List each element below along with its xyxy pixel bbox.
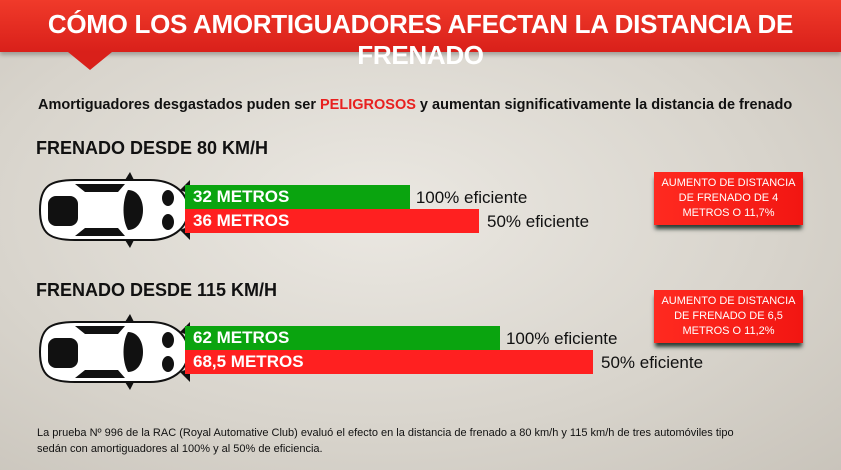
bar-label: 68,5 METROS (193, 352, 304, 371)
efficiency-label: 50% eficiente (487, 212, 590, 231)
increase-callout: AUMENTO DE DISTANCIA DE FRENADO DE 4 MET… (654, 172, 803, 225)
car-icon (30, 168, 190, 252)
increase-callout: AUMENTO DE DISTANCIA DE FRENADO DE 6,5 M… (654, 290, 803, 343)
subtitle-post: y aumentan significativamente la distanc… (415, 97, 793, 113)
subtitle-pre: Amortiguadores desgastados puden ser (38, 97, 321, 113)
bar-label: 36 METROS (193, 211, 290, 230)
page-title: CÓMO LOS AMORTIGUADORES AFECTAN LA DISTA… (47, 9, 794, 70)
title-banner (0, 0, 841, 52)
bar-label: 32 METROS (193, 187, 290, 206)
subtitle: Amortiguadores desgastados puden ser PEL… (38, 97, 792, 113)
title-banner-notch (68, 52, 112, 70)
bar-100-percent: 32 METROS (185, 185, 410, 209)
section-title: FRENADO DESDE 115 KM/H (36, 280, 278, 300)
efficiency-label: 100% eficiente (505, 329, 618, 348)
bar-50-percent: 68,5 METROS (185, 350, 593, 374)
car-icon (30, 310, 190, 394)
efficiency-label: 50% eficiente (601, 353, 704, 372)
subtitle-highlight: PELIGROSOS (320, 97, 416, 113)
bar-label: 62 METROS (193, 328, 290, 347)
bar-100-percent: 62 METROS (185, 326, 500, 350)
bar-50-percent: 36 METROS (185, 209, 479, 233)
efficiency-label: 100% eficiente (415, 188, 528, 207)
footnote: La prueba Nº 996 de la RAC (Royal Automa… (37, 427, 734, 455)
section-title: FRENADO DESDE 80 KM/H (36, 138, 269, 158)
